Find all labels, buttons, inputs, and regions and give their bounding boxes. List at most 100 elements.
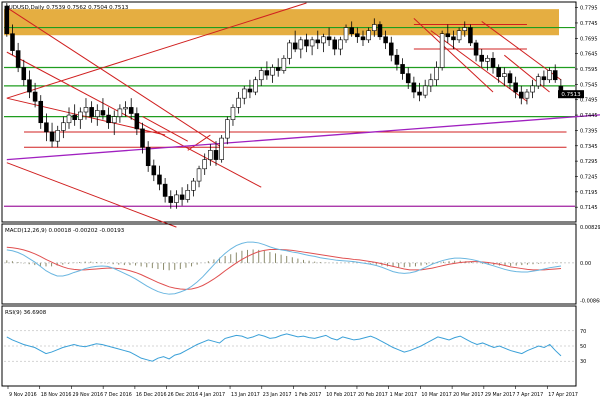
red-trendline bbox=[481, 21, 562, 81]
candle bbox=[292, 30, 298, 53]
red-trendline bbox=[6, 2, 307, 99]
candle bbox=[338, 36, 343, 56]
time-tick-label: 23 Jan 2017 bbox=[263, 392, 292, 398]
candle bbox=[55, 125, 60, 148]
candle bbox=[83, 98, 89, 120]
price-tick-label: 0.7795 bbox=[580, 6, 598, 12]
candle bbox=[462, 21, 468, 37]
candle bbox=[140, 122, 145, 154]
candle bbox=[230, 104, 236, 126]
candle bbox=[400, 58, 405, 80]
price-tick-label: 0.7545 bbox=[580, 82, 598, 88]
candle bbox=[219, 135, 224, 163]
candle bbox=[287, 39, 292, 65]
price-tick-label: 0.7195 bbox=[580, 190, 598, 196]
macd-tick-label: -0.00868 bbox=[580, 299, 600, 305]
candle bbox=[49, 122, 55, 148]
price-tick-label: 0.7495 bbox=[580, 98, 598, 104]
macd-panel-label: MACD(12,26,9) 0.00018 -0.00202 -0.00193 bbox=[5, 228, 125, 234]
candle bbox=[304, 33, 309, 53]
rsi-tick-label: 50 bbox=[580, 344, 586, 350]
candle bbox=[208, 144, 213, 166]
candle bbox=[321, 33, 326, 53]
candle bbox=[123, 101, 128, 117]
candle bbox=[275, 58, 281, 77]
time-tick-label: 29 Mar 2017 bbox=[485, 392, 515, 398]
candle bbox=[524, 88, 530, 105]
candle bbox=[241, 85, 247, 105]
time-tick-label: 9 Nov 2016 bbox=[9, 392, 37, 398]
red-trendline bbox=[6, 162, 177, 228]
price-tick-label: 0.7145 bbox=[580, 205, 598, 211]
candle bbox=[355, 27, 360, 43]
time-tick-label: 1 Mar 2017 bbox=[390, 392, 417, 398]
candle bbox=[100, 98, 106, 120]
candle bbox=[513, 76, 518, 99]
time-tick-label: 17 Apr 2017 bbox=[548, 392, 578, 398]
candle bbox=[552, 64, 558, 83]
time-tick-label: 29 Nov 2016 bbox=[72, 392, 103, 398]
candle bbox=[411, 76, 417, 99]
time-tick-label: 4 Jan 2017 bbox=[199, 392, 225, 398]
candle bbox=[10, 24, 15, 56]
candle bbox=[21, 59, 27, 86]
candle bbox=[383, 30, 388, 50]
time-axis: 9 Nov 2016 18 Nov 2016 29 Nov 2016 7 Dec 20… bbox=[7, 386, 578, 398]
time-tick-label: 1 Feb 2017 bbox=[295, 392, 322, 398]
candle bbox=[168, 190, 174, 209]
candle bbox=[191, 178, 196, 197]
rsi-panel: 70 50 30 RSI(9) 36.6908 bbox=[1, 305, 586, 387]
candle bbox=[394, 49, 400, 71]
candle bbox=[134, 107, 140, 136]
candle bbox=[258, 67, 264, 86]
candle bbox=[185, 184, 191, 203]
candle bbox=[451, 30, 456, 50]
purple-trendline bbox=[6, 114, 600, 161]
candle bbox=[196, 165, 202, 188]
resistance-zone bbox=[4, 9, 559, 36]
candle bbox=[360, 30, 366, 46]
candle bbox=[202, 153, 207, 175]
price-panel: 0.7795 0.7745 0.7695 0.7645 0.7595 0.7545 0.74… bbox=[1, 1, 600, 228]
current-price-marker: 0.7513 bbox=[558, 90, 584, 99]
time-tick-label: 7 Dec 2016 bbox=[104, 392, 132, 398]
candle bbox=[496, 64, 501, 83]
macd-signal-line bbox=[6, 246, 562, 290]
candle bbox=[388, 36, 394, 62]
macd-panel: 0.00829 0.00 -0.00868 MACD(12,26,9) 0.0001… bbox=[1, 223, 600, 305]
candle bbox=[72, 104, 77, 126]
candle bbox=[519, 85, 524, 105]
rsi-axis: 70 50 30 bbox=[580, 329, 586, 365]
candle bbox=[479, 49, 484, 68]
candle bbox=[445, 24, 451, 43]
price-tick-label: 0.7345 bbox=[580, 144, 598, 150]
price-tick-label: 0.7695 bbox=[580, 36, 598, 42]
time-tick-label: 16 Dec 2016 bbox=[136, 392, 167, 398]
red-trendline bbox=[6, 51, 262, 188]
candle bbox=[473, 39, 479, 62]
candle bbox=[417, 82, 422, 102]
candle bbox=[213, 141, 219, 166]
candle bbox=[366, 27, 371, 43]
candle bbox=[315, 30, 321, 50]
candle bbox=[151, 159, 157, 182]
candle bbox=[15, 42, 21, 73]
red-trendline bbox=[413, 17, 494, 93]
macd-lines bbox=[6, 241, 562, 295]
rsi-series bbox=[6, 333, 562, 362]
candle bbox=[44, 113, 49, 142]
time-tick-label: 7 Apr 2017 bbox=[517, 392, 544, 398]
candle bbox=[439, 30, 445, 71]
candle bbox=[468, 24, 473, 46]
candle bbox=[117, 104, 123, 123]
candle bbox=[535, 73, 541, 89]
candle bbox=[32, 82, 38, 108]
candle bbox=[547, 67, 552, 83]
candle bbox=[27, 70, 32, 99]
price-tick-label: 0.7595 bbox=[580, 67, 598, 73]
resistance-zone-rect bbox=[4, 9, 559, 36]
red-trendline bbox=[430, 30, 528, 102]
candle bbox=[247, 79, 253, 99]
price-tick-label: 0.7295 bbox=[580, 159, 598, 165]
candle bbox=[541, 70, 547, 86]
